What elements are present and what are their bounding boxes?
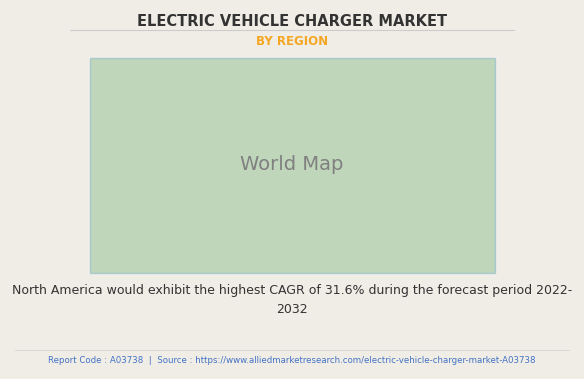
Text: Report Code : A03738  |  Source : https://www.alliedmarketresearch.com/electric-: Report Code : A03738 | Source : https://… [48, 356, 536, 365]
Text: North America would exhibit the highest CAGR of 31.6% during the forecast period: North America would exhibit the highest … [12, 284, 572, 316]
Bar [90, 58, 495, 273]
Text: World Map: World Map [240, 155, 344, 174]
Text: BY REGION: BY REGION [256, 35, 328, 48]
Text: ELECTRIC VEHICLE CHARGER MARKET: ELECTRIC VEHICLE CHARGER MARKET [137, 14, 447, 29]
